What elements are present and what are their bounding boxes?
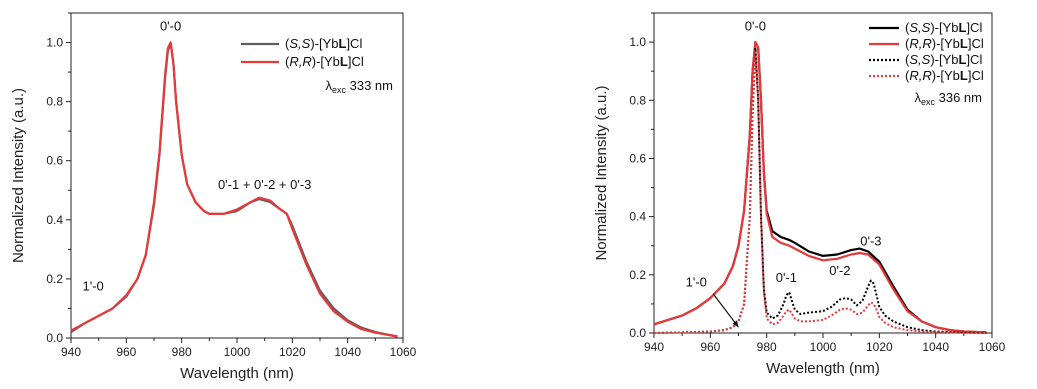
x-tick-label: 1040 <box>334 345 361 359</box>
annotation-arrow-line <box>712 293 739 328</box>
peak-annotation: 0'-0 <box>160 19 181 34</box>
legend-label-part: )-[Yb <box>930 52 958 67</box>
right-chart-panel: 940 960 980 1000 1020 1040 1060 0.0 0.2 0.4 0.6 0.8… <box>593 12 1006 377</box>
legend-label-1: (R,R)-[YbL]Cl <box>285 54 364 69</box>
y-tick-label: 1.0 <box>46 36 63 50</box>
legend-label-part: L <box>958 52 966 67</box>
legend-label-part: ]Cl <box>968 36 984 51</box>
x-tick-label: 980 <box>172 345 192 359</box>
peak-annotation: 1'-0 <box>82 279 103 294</box>
legend-label-part: S,S <box>909 20 930 35</box>
y-tick-label: 1.0 <box>629 35 646 49</box>
series-line-3 <box>653 49 987 334</box>
series-line-2 <box>653 46 987 334</box>
excitation-symbol: λ <box>326 78 333 93</box>
legend-label-1: (R,R)-[YbL]Cl <box>905 36 984 51</box>
excitation-value: 333 nm <box>346 78 393 93</box>
x-tick-label: 940 <box>61 345 81 359</box>
legend-label-part: ( <box>905 36 910 51</box>
legend-label-part: )-[Yb <box>932 36 960 51</box>
peak-annotation: 0'-3 <box>860 234 881 249</box>
y-tick-label: 0.8 <box>629 93 646 107</box>
excitation-subscript: exc <box>921 97 936 107</box>
legend-label-part: )-[Yb <box>312 54 340 69</box>
y-tick-label: 0.2 <box>629 268 646 282</box>
legend-label-part: L <box>338 36 346 51</box>
legend-label-part: L <box>340 54 348 69</box>
y-axis-title: Normalized Intensity (a.u.) <box>593 85 610 260</box>
legend-label-part: )-[Yb <box>932 68 960 83</box>
x-axis-title: Wavelength (nm) <box>766 360 880 377</box>
excitation-symbol: λ <box>915 90 922 105</box>
legend-label-part: ( <box>285 54 290 69</box>
legend-label-part: L <box>960 68 968 83</box>
y-tick-label: 0.6 <box>629 151 646 165</box>
peak-annotation: 0'-1 + 0'-2 + 0'-3 <box>218 177 311 192</box>
peak-annotation: 1'-0 <box>686 274 707 289</box>
x-tick-label: 1000 <box>224 345 251 359</box>
legend-label-part: L <box>958 20 966 35</box>
legend-label-part: ( <box>905 52 910 67</box>
legend-label-part: ]Cl <box>966 52 982 67</box>
x-tick-label: 1000 <box>810 340 837 354</box>
excitation-label: λexc 333 nm <box>326 78 394 95</box>
peak-annotation: 0'-1 <box>776 270 797 285</box>
x-tick-label: 960 <box>116 345 136 359</box>
excitation-subscript: exc <box>332 85 347 95</box>
legend-label-part: R,R <box>909 36 931 51</box>
x-tick-label: 980 <box>757 340 777 354</box>
x-tick-label: 1020 <box>866 340 893 354</box>
x-tick-label: 1060 <box>979 340 1006 354</box>
legend-label-part: S,S <box>289 36 310 51</box>
y-tick-label: 0.6 <box>46 154 63 168</box>
x-axis-title: Wavelength (nm) <box>180 365 294 382</box>
x-tick-label: 1060 <box>390 345 417 359</box>
series-line-1 <box>70 41 398 338</box>
peak-annotation: 0'-0 <box>745 18 766 33</box>
y-tick-label: 0.2 <box>46 272 63 286</box>
legend-label-2: (S,S)-[YbL]Cl <box>905 52 982 67</box>
legend-label-part: ]Cl <box>346 36 362 51</box>
excitation-label: λexc 336 nm <box>915 90 983 107</box>
x-tick-label: 1020 <box>279 345 306 359</box>
x-tick-label: 940 <box>644 340 664 354</box>
y-tick-label: 0.0 <box>629 326 646 340</box>
legend-label-0: (S,S)-[YbL]Cl <box>285 36 362 51</box>
legend-label-part: S,S <box>909 52 930 67</box>
y-tick-label: 0.4 <box>629 210 646 224</box>
excitation-value: 336 nm <box>935 90 982 105</box>
left-chart-panel: 940 960 980 1000 1020 1040 1060 0.0 0.2 0.4 0.6 0.8… <box>10 12 417 382</box>
y-axis-title: Normalized Intensity (a.u.) <box>10 88 27 263</box>
series-line-1 <box>653 41 987 334</box>
annotation-arrow-head <box>732 320 739 328</box>
y-tick-label: 0.4 <box>46 213 63 227</box>
legend-label-part: ]Cl <box>348 54 364 69</box>
legend-label-part: R,R <box>289 54 311 69</box>
legend-label-0: (S,S)-[YbL]Cl <box>905 20 982 35</box>
peak-annotation: 0'-2 <box>829 263 850 278</box>
legend-label-part: )-[Yb <box>930 20 958 35</box>
legend-label-part: L <box>960 36 968 51</box>
legend-label-part: ( <box>905 20 910 35</box>
legend-label-part: )-[Yb <box>310 36 338 51</box>
y-tick-label: 0.8 <box>46 95 63 109</box>
legend-label-part: R,R <box>909 68 931 83</box>
legend-label-part: ]Cl <box>968 68 984 83</box>
legend-label-3: (R,R)-[YbL]Cl <box>905 68 984 83</box>
x-tick-label: 1040 <box>922 340 949 354</box>
x-tick-label: 960 <box>700 340 720 354</box>
legend-label-part: ( <box>905 68 910 83</box>
legend-label-part: ( <box>285 36 290 51</box>
legend-label-part: ]Cl <box>966 20 982 35</box>
y-tick-label: 0.0 <box>46 331 63 345</box>
